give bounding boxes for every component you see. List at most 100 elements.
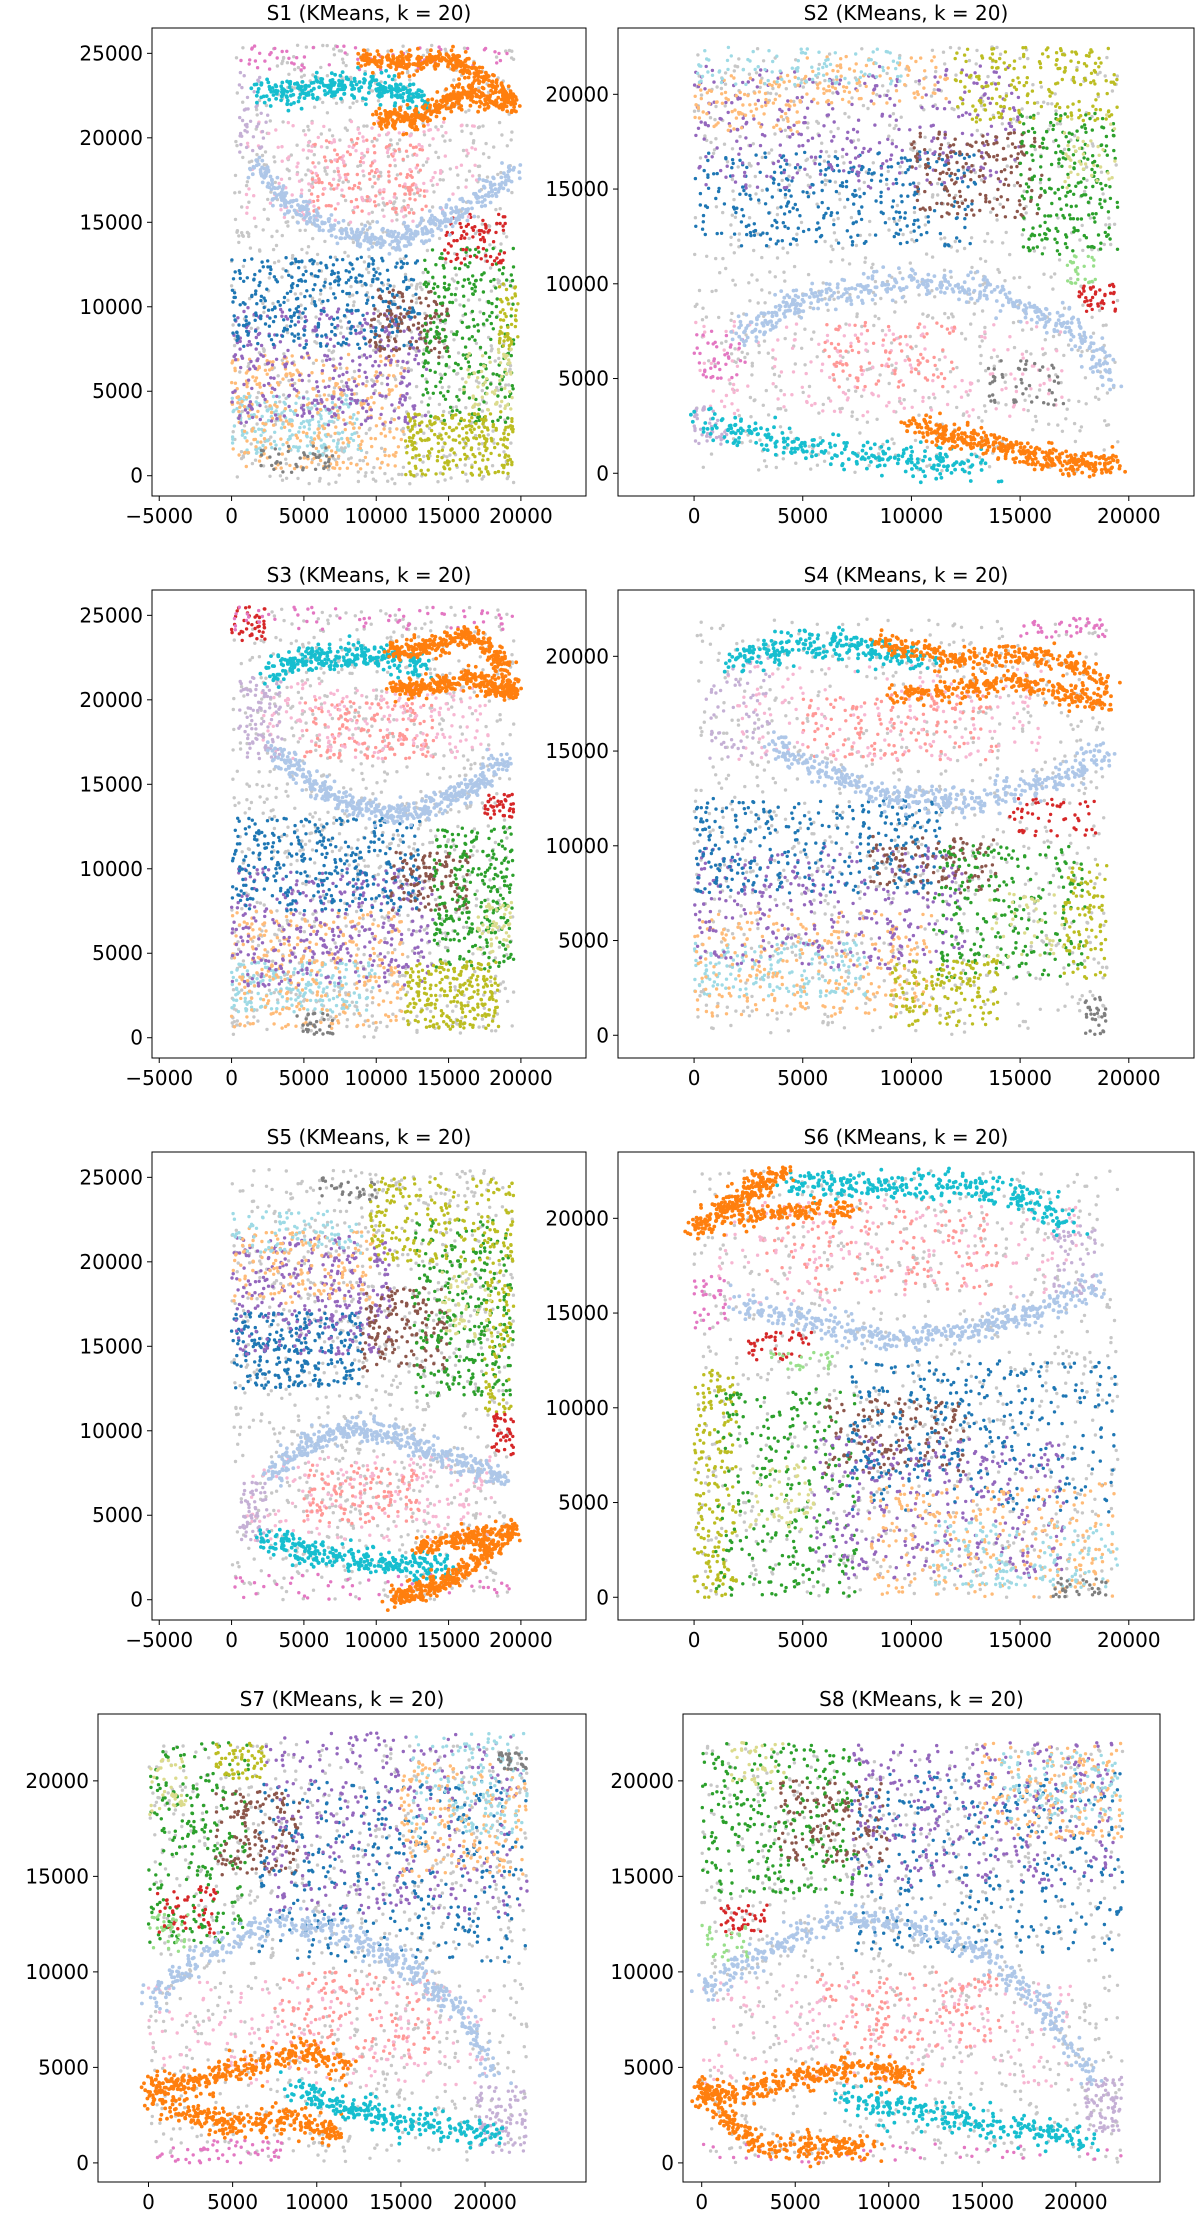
scatter-point	[389, 84, 394, 89]
scatter-point	[305, 289, 309, 293]
scatter-point	[302, 456, 306, 460]
scatter-point	[310, 92, 315, 97]
scatter-point	[316, 323, 321, 327]
scatter-point	[431, 137, 435, 141]
scatter-point	[395, 320, 399, 324]
scatter-point	[978, 361, 983, 366]
scatter-point	[499, 261, 503, 265]
scatter-point	[408, 82, 412, 87]
scatter-point	[333, 218, 337, 222]
scatter-point	[346, 387, 351, 391]
scatter-point	[254, 313, 258, 318]
scatter-point	[319, 79, 324, 84]
scatter-point	[460, 234, 464, 238]
scatter-point	[481, 79, 486, 84]
scatter-point	[365, 379, 369, 384]
scatter-point	[307, 423, 312, 427]
scatter-point	[404, 231, 409, 236]
scatter-point	[467, 419, 472, 423]
scatter-point	[499, 249, 503, 253]
scatter-point	[423, 103, 428, 108]
scatter-point	[436, 56, 441, 61]
scatter-point	[841, 355, 845, 359]
scatter-point	[470, 226, 474, 230]
scatter-point	[233, 191, 237, 195]
scatter-point	[295, 81, 300, 85]
scatter-point	[504, 383, 508, 387]
scatter-point	[378, 371, 382, 375]
scatter-point	[288, 436, 292, 441]
scatter-point	[407, 352, 411, 356]
scatter-point	[336, 271, 340, 275]
scatter-point	[313, 467, 318, 471]
scatter-point	[388, 284, 392, 288]
scatter-point	[240, 399, 244, 404]
scatter-point	[247, 234, 251, 239]
scatter-point	[434, 472, 438, 476]
scatter-point	[1062, 147, 1067, 151]
scatter-point	[973, 170, 977, 175]
scatter-point	[281, 56, 286, 60]
scatter-point	[481, 322, 486, 326]
scatter-point	[312, 218, 317, 222]
scatter-point	[290, 354, 294, 358]
scatter-point	[485, 179, 489, 184]
scatter-point	[301, 403, 306, 408]
scatter-point	[502, 352, 506, 356]
scatter-point	[378, 67, 383, 72]
scatter-point	[408, 306, 412, 310]
x-tick-label: 5000	[278, 504, 329, 528]
scatter-point	[270, 178, 274, 183]
scatter-point	[493, 187, 498, 192]
scatter-point	[416, 188, 421, 192]
scatter-point	[413, 111, 418, 116]
scatter-point	[345, 291, 349, 296]
scatter-point	[352, 379, 357, 384]
scatter-point	[873, 279, 878, 284]
scatter-point	[847, 115, 851, 119]
scatter-point	[376, 52, 381, 57]
scatter-point	[408, 78, 412, 82]
scatter-point	[309, 169, 313, 173]
scatter-point	[327, 229, 331, 233]
scatter-point	[423, 316, 428, 321]
scatter-point	[271, 203, 275, 208]
scatter-point	[327, 384, 331, 389]
scatter-point	[407, 310, 411, 315]
scatter-point	[302, 96, 307, 100]
scatter-point	[464, 380, 468, 384]
scatter-point	[385, 150, 390, 155]
scatter-point	[518, 163, 523, 167]
scatter-point	[434, 308, 438, 313]
scatter-point	[280, 187, 285, 192]
scatter-point	[486, 105, 490, 110]
scatter-point	[426, 403, 430, 407]
scatter-point	[307, 356, 311, 360]
scatter-point	[501, 318, 506, 322]
scatter-point	[484, 141, 488, 146]
scatter-point	[302, 207, 307, 211]
scatter-point	[401, 185, 406, 189]
scatter-point	[333, 255, 337, 259]
scatter-point	[246, 451, 251, 455]
scatter-point	[315, 407, 319, 411]
scatter-point	[395, 363, 400, 368]
scatter-point	[290, 275, 294, 279]
scatter-point	[393, 302, 397, 307]
scatter-point	[456, 173, 460, 177]
scatter-point	[486, 230, 490, 234]
scatter-point	[383, 363, 388, 367]
scatter-point	[437, 361, 441, 366]
scatter-point	[439, 103, 443, 108]
scatter-point	[480, 442, 485, 446]
scatter-point	[358, 160, 363, 164]
scatter-point	[463, 236, 467, 240]
scatter-point	[397, 405, 401, 410]
scatter-point	[405, 172, 410, 177]
scatter-point	[430, 447, 434, 451]
scatter-point	[337, 416, 341, 420]
scatter-point	[478, 232, 482, 236]
scatter-point	[470, 206, 474, 211]
scatter-point	[481, 93, 486, 97]
scatter-point	[473, 87, 478, 92]
